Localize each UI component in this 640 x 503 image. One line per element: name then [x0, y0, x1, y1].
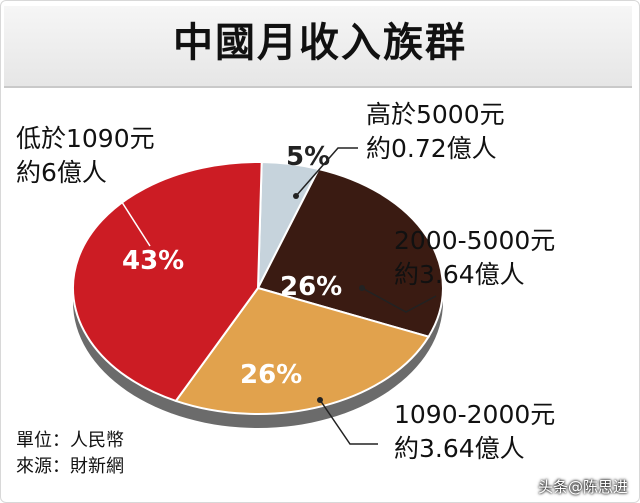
slice-1090-2000 — [174, 286, 431, 415]
callout-high: 高於5000元 約0.72億人 — [366, 98, 505, 166]
leader-low — [117, 195, 151, 247]
footer-source: 來源：財新網 — [16, 456, 124, 477]
leader-1090-2000-dot — [317, 397, 323, 403]
callout-1090-2000-range: 1090-2000元 — [394, 400, 556, 429]
pct-label-1090-2000: 26% — [240, 360, 303, 390]
slice-low — [72, 160, 263, 403]
pct-label-low: 43% — [122, 246, 185, 276]
slice-2000-5000 — [256, 167, 444, 338]
callout-1090-2000-people: 約3.64億人 — [394, 434, 525, 463]
title-bar — [4, 6, 632, 88]
leader-low-dot — [115, 193, 121, 199]
watermark: 头条@陈思进 — [537, 478, 628, 496]
leader-high — [295, 147, 358, 197]
callout-2000-5000-range: 2000-5000元 — [394, 226, 556, 255]
leader-lines — [115, 147, 437, 445]
leader-2000-5000 — [361, 287, 437, 313]
callout-2000-5000: 2000-5000元 約3.64億人 — [394, 224, 555, 292]
pct-label-high: 5% — [286, 142, 331, 172]
pct-label-2000-5000: 26% — [280, 272, 343, 302]
callout-high-range: 高於5000元 — [366, 100, 505, 129]
leader-1090-2000 — [319, 399, 378, 445]
footer-unit: 單位：人民幣 — [16, 430, 124, 451]
callout-low-people: 約6億人 — [16, 158, 107, 187]
callout-1090-2000: 1090-2000元 約3.64億人 — [394, 398, 555, 466]
leader-high-dot — [293, 193, 299, 199]
callout-2000-5000-people: 約3.64億人 — [394, 260, 525, 289]
leader-2000-5000-dot — [359, 285, 365, 291]
callout-low: 低於1090元 約6億人 — [16, 122, 155, 190]
callout-low-range: 低於1090元 — [16, 124, 155, 153]
callout-high-people: 約0.72億人 — [366, 134, 497, 163]
pie-slices — [72, 160, 444, 415]
footer: 單位：人民幣 來源：財新網 — [16, 428, 124, 480]
chart-title: 中國月收入族群 — [173, 20, 467, 66]
